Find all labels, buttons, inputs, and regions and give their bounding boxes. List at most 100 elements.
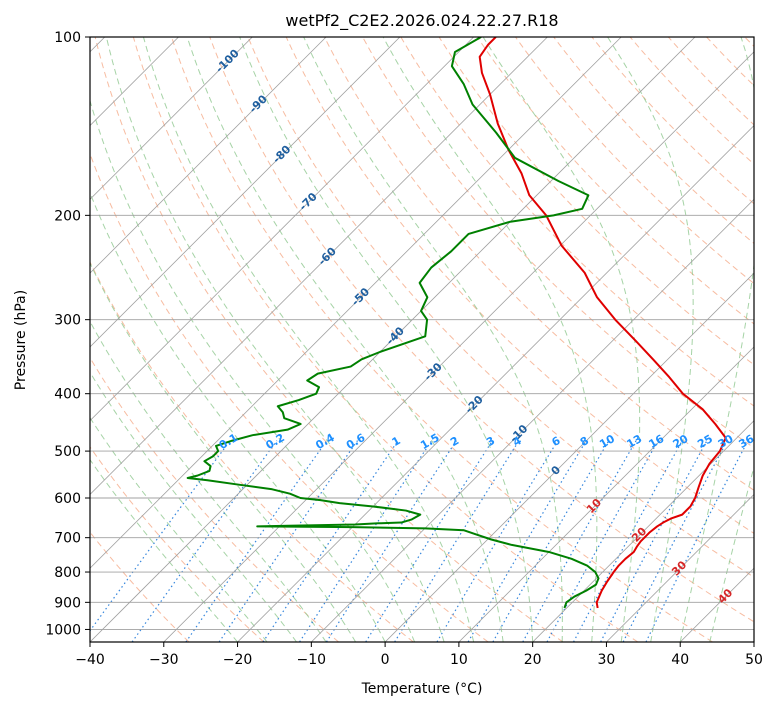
isotherm-label: -90 bbox=[247, 92, 270, 115]
isotherm-line bbox=[90, 37, 696, 642]
moist-adiabat-line bbox=[382, 37, 598, 642]
y-tick-label: 600 bbox=[54, 491, 81, 507]
isotherm-line bbox=[679, 567, 754, 642]
x-tick-label: −40 bbox=[75, 652, 105, 668]
dry-adiabat-line bbox=[591, 37, 754, 205]
plot-frame bbox=[89, 36, 755, 643]
dewpoint-profile-line bbox=[186, 37, 600, 609]
x-tick-label: 50 bbox=[745, 652, 763, 668]
x-tick-label: −30 bbox=[149, 652, 179, 668]
dry-adiabat-label: 40 bbox=[715, 586, 735, 606]
y-tick-label: 200 bbox=[54, 208, 81, 224]
mixing-ratio-label: 6 bbox=[549, 434, 562, 449]
mixing-ratio-label: 3 bbox=[484, 434, 497, 449]
dry-adiabat-line bbox=[90, 152, 489, 642]
isotherm-line bbox=[311, 198, 754, 642]
isotherm-line bbox=[90, 37, 548, 496]
isotherm-line bbox=[90, 37, 474, 422]
y-tick-label: 500 bbox=[54, 444, 81, 460]
moist-adiabat-line bbox=[239, 37, 534, 642]
dry-adiabat-line bbox=[209, 37, 754, 623]
y-tick-label: 1000 bbox=[45, 622, 81, 638]
isotherm-line bbox=[532, 420, 754, 642]
mixing-ratio-line bbox=[645, 440, 749, 642]
isotherm-label: -10 bbox=[507, 422, 530, 445]
dry-adiabat-line bbox=[171, 37, 713, 642]
isotherm-label: -100 bbox=[213, 47, 242, 76]
data-lines bbox=[186, 37, 727, 609]
mixing-ratio-line bbox=[436, 440, 559, 642]
mixing-ratio-line bbox=[299, 440, 433, 642]
moist-adiabat-line bbox=[709, 465, 754, 642]
dry-adiabat-line bbox=[323, 37, 754, 491]
mixing-ratio-line bbox=[492, 440, 610, 642]
mixing-ratio-label: 0.6 bbox=[344, 431, 368, 452]
moist-adiabat-line bbox=[90, 191, 386, 642]
moist-adiabat-line bbox=[303, 37, 563, 642]
y-axis-label: Pressure (hPa) bbox=[13, 290, 29, 390]
x-axis: −40 −30 −20 −10 0 10 20 30 40 50 bbox=[75, 642, 763, 668]
moist-adiabat-line bbox=[142, 37, 475, 642]
mixing-ratio-line bbox=[467, 440, 587, 642]
dry-adiabat-label: 30 bbox=[669, 558, 689, 578]
dry-adiabat-line bbox=[247, 37, 754, 578]
mixing-ratio-label: 2 bbox=[448, 434, 461, 449]
dry-adiabat-line bbox=[438, 37, 754, 366]
chart-title: wetPf2_C2E2.2026.024.22.27.R18 bbox=[285, 11, 558, 31]
mixing-ratio-label: 13 bbox=[624, 432, 644, 451]
y-tick-label: 100 bbox=[54, 30, 81, 46]
mixing-ratio-label: 36 bbox=[736, 432, 756, 451]
x-tick-label: 0 bbox=[381, 652, 390, 668]
isotherm-line bbox=[90, 37, 622, 569]
dry-adiabat-line bbox=[285, 37, 754, 534]
isotherm-line bbox=[163, 51, 754, 642]
x-tick-label: 20 bbox=[524, 652, 542, 668]
mixing-ratio-line bbox=[365, 440, 494, 642]
isotherm-line bbox=[90, 37, 253, 200]
dry-adiabat-line bbox=[90, 446, 265, 642]
y-tick-label: 300 bbox=[54, 313, 81, 329]
y-tick-label: 700 bbox=[54, 531, 81, 547]
isotherm-line bbox=[90, 37, 327, 274]
dry-adiabat-label: 10 bbox=[584, 496, 604, 516]
dry-adiabat-line bbox=[94, 37, 564, 642]
y-axis: 100 200 300 400 500 600 700 800 900 1000 bbox=[45, 30, 90, 638]
isotherm-line bbox=[384, 272, 754, 642]
moist-adiabat-line bbox=[90, 371, 297, 642]
mixing-ratio-label: 30 bbox=[716, 432, 736, 451]
isotherm-label: -30 bbox=[422, 360, 445, 383]
moist-adiabat-line bbox=[90, 262, 357, 642]
y-tick-label: 400 bbox=[54, 387, 81, 403]
isotherm-line bbox=[458, 346, 754, 642]
dry-adiabat-line bbox=[476, 37, 754, 325]
x-tick-label: −10 bbox=[297, 652, 327, 668]
x-tick-label: −20 bbox=[223, 652, 253, 668]
moist-adiabat-line bbox=[90, 458, 238, 642]
dry-adiabat-line bbox=[515, 37, 754, 285]
isotherm-label: -70 bbox=[297, 190, 320, 213]
moist-adiabat-line bbox=[90, 416, 268, 642]
isotherm-label: -20 bbox=[463, 393, 486, 416]
isotherm-label: 0 bbox=[549, 463, 564, 478]
temperature-profile-line bbox=[478, 37, 727, 609]
moist-adiabat-line bbox=[482, 37, 641, 642]
mixing-ratio-line bbox=[600, 440, 708, 642]
y-tick-label: 800 bbox=[54, 565, 81, 581]
isotherm-line bbox=[90, 37, 401, 348]
moist-adiabat-line bbox=[105, 37, 445, 642]
y-tick-label: 900 bbox=[54, 595, 81, 611]
moist-adiabat-line bbox=[607, 37, 694, 642]
moist-adiabat-line bbox=[679, 37, 754, 642]
isotherm-line bbox=[237, 124, 754, 642]
mixing-ratio-label: 0.1 bbox=[217, 431, 240, 452]
x-tick-label: 40 bbox=[671, 652, 689, 668]
mixing-ratio-line bbox=[622, 440, 728, 642]
x-tick-label: 10 bbox=[450, 652, 468, 668]
mixing-ratio-line bbox=[325, 440, 457, 642]
mixing-ratio-label: 20 bbox=[671, 432, 691, 451]
dry-adiabat-line bbox=[744, 37, 754, 48]
mixing-ratio-line bbox=[573, 440, 683, 642]
x-axis-label: Temperature (°C) bbox=[361, 681, 483, 697]
isotherm-line bbox=[753, 641, 754, 642]
